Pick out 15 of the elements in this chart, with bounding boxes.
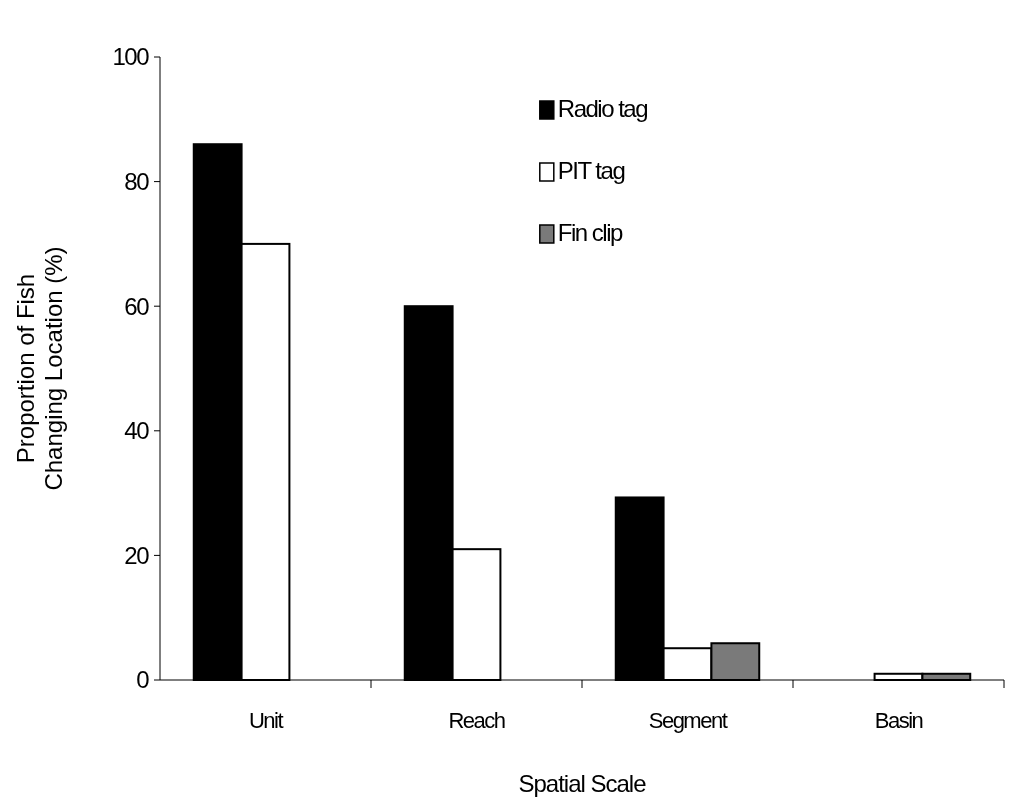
x-tick-label: Basin xyxy=(874,708,923,733)
x-axis-title: Spatial Scale xyxy=(518,770,647,797)
legend-label: Fin clip xyxy=(557,219,623,246)
y-tick-label: 40 xyxy=(124,417,150,445)
y-tick-label: 20 xyxy=(124,541,150,569)
legend-label: PIT tag xyxy=(557,157,625,184)
legend-label: Radio tag xyxy=(557,95,648,122)
y-tick-label: 0 xyxy=(136,666,150,694)
x-tick-label: Segment xyxy=(648,708,728,733)
y-tick-label: 60 xyxy=(124,292,150,320)
y-axis-title: Proportion of Fish Changing Location (%) xyxy=(12,246,67,491)
y-tick-label: 100 xyxy=(112,43,150,71)
x-tick-label: Unit xyxy=(248,708,284,733)
y-tick-label: 80 xyxy=(124,168,150,195)
x-tick-label: Reach xyxy=(448,708,505,733)
